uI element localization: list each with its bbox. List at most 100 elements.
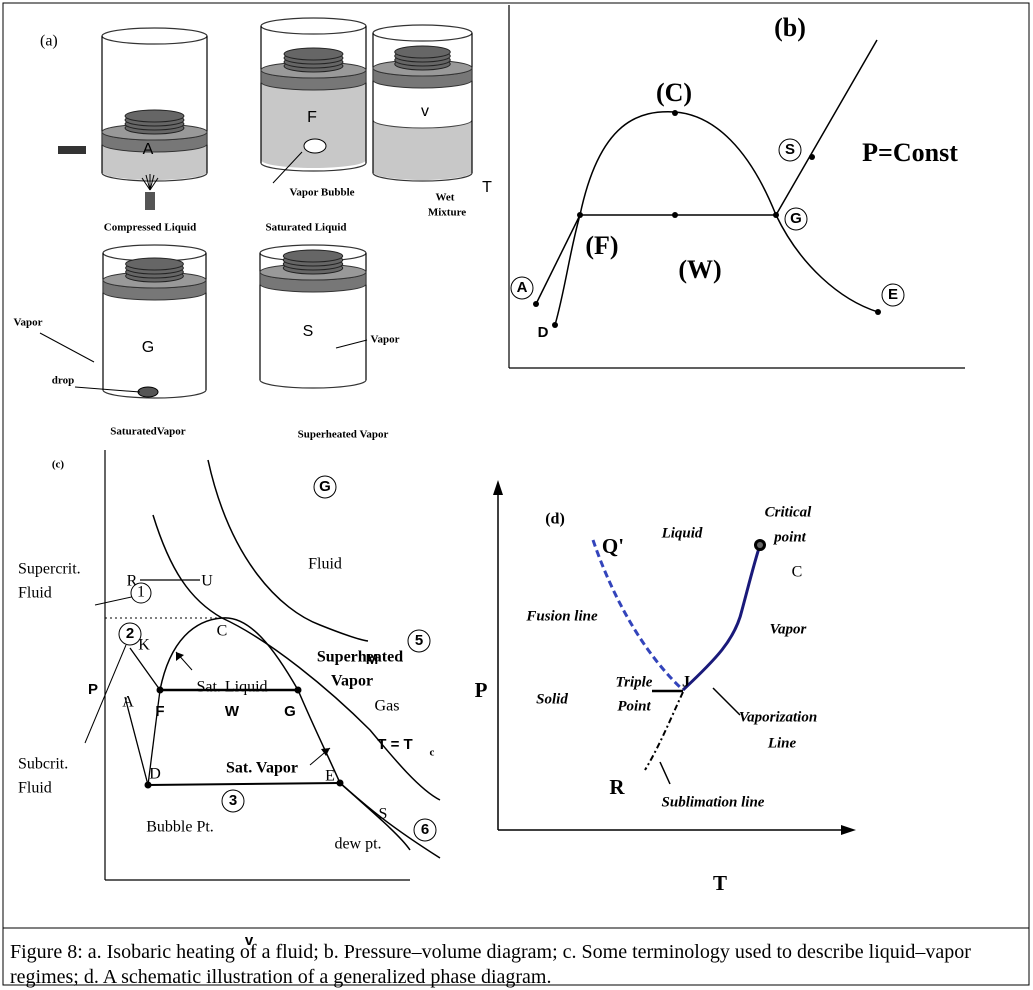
line [95, 596, 136, 605]
curve [580, 112, 878, 312]
label: D [538, 324, 549, 341]
label: dew pt. [334, 836, 381, 853]
label: P=Const [862, 138, 958, 167]
label: F [155, 703, 164, 720]
label: D [149, 766, 161, 783]
label: c [430, 747, 435, 759]
dot [337, 780, 344, 787]
label: Sublimation line [662, 794, 765, 810]
label: G [284, 703, 296, 720]
line [148, 783, 340, 785]
label: T = T [377, 736, 412, 753]
label: (C) [656, 78, 692, 107]
line [713, 688, 740, 715]
label: S [303, 323, 314, 340]
dot [809, 154, 815, 160]
label: Fluid [18, 780, 52, 797]
label: Saturated Liquid [266, 222, 347, 234]
label: Vapor [770, 621, 807, 637]
dot [577, 212, 583, 218]
label: (b) [774, 13, 806, 42]
dot [672, 212, 678, 218]
line [660, 762, 670, 784]
weight [284, 48, 343, 60]
line [40, 333, 94, 362]
label: Vapor Bubble [289, 187, 354, 199]
label: point [772, 529, 807, 545]
label: W [225, 703, 240, 720]
label: Line [767, 735, 797, 751]
label: Fluid [308, 556, 342, 573]
weight [283, 250, 342, 262]
label: G [790, 210, 802, 227]
label: Fusion line [525, 608, 598, 624]
label: SaturatedVapor [110, 426, 185, 438]
label: Vapor [371, 334, 400, 346]
label: 5 [415, 632, 423, 649]
label: U [201, 573, 213, 590]
label: Point [617, 698, 651, 714]
label: E [888, 286, 898, 303]
cylinder-fill [373, 120, 472, 180]
label: P [88, 681, 98, 698]
dot [533, 301, 539, 307]
label: P [475, 678, 488, 702]
label: Triple [616, 674, 653, 690]
curve [645, 692, 683, 770]
curve [153, 515, 222, 618]
curve [593, 540, 683, 690]
label: Solid [536, 691, 568, 707]
label: Subcrit. [18, 756, 68, 773]
label: v [421, 103, 429, 120]
label: R [609, 775, 625, 799]
label: C [792, 564, 803, 581]
label: Vapor [331, 673, 373, 690]
label: Q' [602, 534, 624, 558]
label: (a) [40, 33, 58, 50]
label: Fluid [18, 585, 52, 602]
curve [536, 215, 580, 304]
critical-ring [757, 542, 763, 548]
cylinder-top [102, 28, 207, 44]
label: Bubble Pt. [146, 819, 214, 836]
label: Vapor [14, 317, 43, 329]
curve [776, 40, 877, 215]
line [336, 340, 367, 348]
label: 1 [137, 584, 145, 601]
label: drop [52, 375, 74, 387]
label: (d) [545, 511, 565, 528]
droplet [138, 387, 158, 397]
label: (c) [52, 459, 65, 471]
curve [208, 460, 368, 641]
page: (a) A Fv T Compressed Liquid Saturated Liquid… [0, 0, 1033, 990]
label: Wet [436, 192, 455, 204]
label: Gas [375, 698, 400, 715]
label: K [138, 637, 150, 654]
label: Mixture [428, 207, 466, 219]
label: S [785, 141, 795, 158]
dot [773, 212, 779, 218]
figure: (a) A Fv T Compressed Liquid Saturated Liquid… [0, 0, 1033, 990]
dot [157, 687, 164, 694]
dot [672, 110, 678, 116]
label: Sat. Liquid [196, 679, 267, 696]
label: J [682, 674, 690, 691]
arrowhead [493, 480, 503, 495]
label: Superheated [317, 649, 403, 666]
dot [875, 309, 881, 315]
label: T [713, 871, 727, 895]
label: 2 [126, 625, 134, 642]
caption: Figure 8: a. Isobaric heating of a fluid… [10, 940, 1025, 990]
label: Vaporization [739, 709, 817, 725]
dot [295, 687, 302, 694]
label: Compressed Liquid [104, 222, 196, 234]
arrowhead [841, 825, 856, 835]
bubble [304, 139, 326, 153]
curve [555, 215, 580, 325]
burner [145, 192, 155, 210]
label: C [217, 623, 228, 640]
label: Sat. Vapor [226, 760, 298, 777]
label: F [307, 109, 317, 126]
label: A [122, 694, 134, 711]
weight [125, 110, 184, 122]
